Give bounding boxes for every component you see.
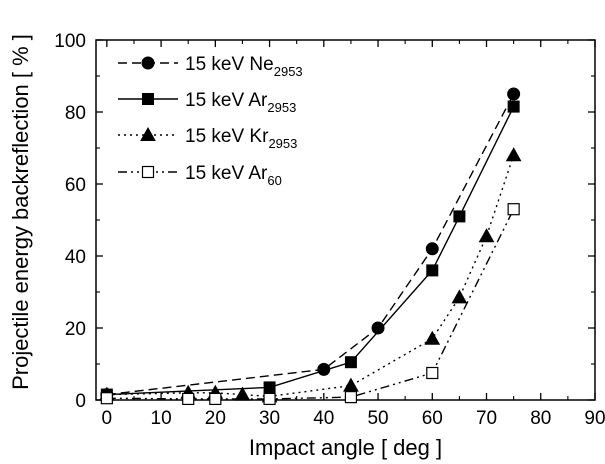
data-point-series-1 bbox=[317, 362, 331, 376]
data-point-series-3 bbox=[451, 289, 468, 304]
legend-label-3: 15 keV Kr2953 bbox=[185, 126, 297, 151]
x-tick-label: 30 bbox=[259, 408, 280, 429]
series-line-2 bbox=[106, 106, 515, 396]
x-axis-title: Impact angle [ deg ] bbox=[249, 435, 442, 460]
data-point-series-3 bbox=[343, 377, 359, 392]
x-tick-label: 60 bbox=[422, 408, 443, 429]
data-point-series-1 bbox=[425, 242, 439, 256]
y-tick-label: 0 bbox=[75, 391, 86, 412]
y-tick-label: 80 bbox=[65, 103, 86, 124]
data-point-series-4 bbox=[426, 366, 439, 380]
data-point-series-4 bbox=[344, 391, 358, 404]
x-tick-label: 20 bbox=[205, 408, 226, 429]
data-point-series-3 bbox=[234, 386, 251, 401]
legend-label-4: 15 keV Ar60 bbox=[185, 163, 282, 188]
legend-marker-4 bbox=[141, 165, 155, 179]
x-tick-label: 80 bbox=[530, 408, 551, 429]
y-tick-label: 60 bbox=[65, 175, 86, 196]
y-tick-label: 20 bbox=[65, 319, 86, 340]
data-point-series-3 bbox=[424, 330, 441, 345]
data-point-series-3 bbox=[478, 228, 495, 243]
data-point-series-1 bbox=[371, 321, 385, 335]
data-point-series-2 bbox=[453, 210, 466, 223]
x-tick-label: 50 bbox=[367, 408, 388, 429]
data-point-series-4 bbox=[507, 203, 520, 216]
data-point-series-3 bbox=[505, 147, 522, 162]
data-point-series-2 bbox=[426, 264, 439, 277]
y-axis-title: Projectile energy backreflection [ % ] bbox=[8, 34, 33, 390]
data-point-series-2 bbox=[507, 100, 520, 113]
series-line-1 bbox=[106, 93, 515, 396]
data-point-series-1 bbox=[507, 87, 521, 101]
legend-marker-2 bbox=[142, 93, 154, 105]
data-point-series-4 bbox=[263, 392, 276, 406]
legend-label-1: 15 keV Ne2953 bbox=[185, 54, 303, 79]
data-point-series-4 bbox=[182, 392, 195, 406]
data-point-series-2 bbox=[344, 356, 357, 369]
legend-label-subscript: 2953 bbox=[268, 136, 297, 151]
x-tick-label: 70 bbox=[476, 408, 497, 429]
legend-label-subscript: 2953 bbox=[267, 100, 296, 115]
x-tick-label: 40 bbox=[313, 408, 334, 429]
data-point-series-4 bbox=[100, 392, 113, 405]
legend-marker-3 bbox=[140, 126, 156, 141]
legend-marker-1 bbox=[141, 56, 155, 70]
legend-label-subscript: 2953 bbox=[274, 64, 303, 79]
y-tick-label: 100 bbox=[54, 31, 86, 52]
x-tick-label: 10 bbox=[151, 408, 172, 429]
x-tick-label: 90 bbox=[584, 408, 605, 429]
legend-label-subscript: 60 bbox=[267, 173, 281, 188]
plot-frame bbox=[95, 39, 596, 401]
y-tick-label: 40 bbox=[65, 247, 86, 268]
series-line-3 bbox=[106, 154, 515, 398]
x-tick-label: 0 bbox=[102, 408, 113, 429]
data-point-series-4 bbox=[209, 392, 222, 406]
legend-label-2: 15 keV Ar2953 bbox=[185, 90, 296, 115]
